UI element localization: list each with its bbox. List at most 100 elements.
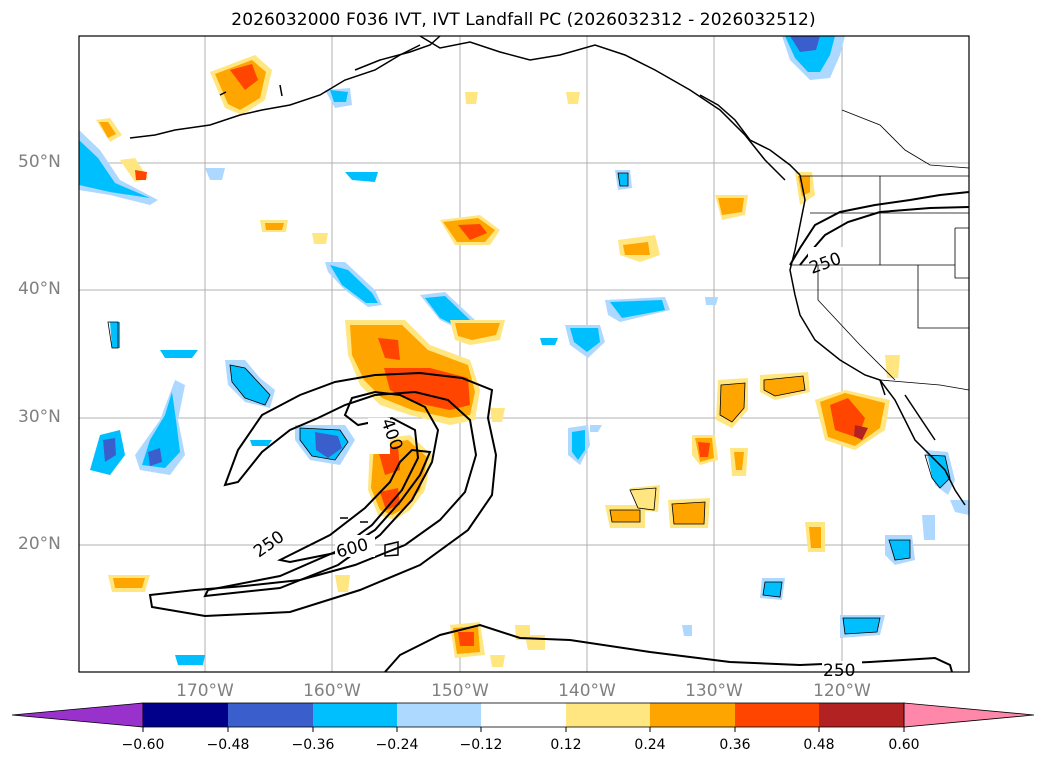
neg-blob: [345, 172, 378, 182]
map-frame: [78, 35, 970, 673]
political-borders: [790, 109, 970, 391]
colorbar-tick-label: 0.48: [803, 737, 835, 753]
pos-blob: [465, 92, 478, 104]
pos-blob: [455, 323, 500, 340]
colorbar-tick-label: 0.36: [719, 737, 751, 753]
pos-blob: [312, 233, 328, 244]
pos-blob: [809, 527, 821, 548]
neg-blob: [572, 430, 585, 460]
pos-blob: [718, 198, 744, 215]
neg-blob: [250, 440, 272, 446]
neg-blob: [230, 365, 270, 405]
pos-blob: [566, 92, 580, 104]
neg-blob: [570, 328, 600, 352]
neg-blob: [610, 300, 665, 318]
colorbar-swatch: [650, 703, 735, 727]
lon-label: 170°W: [176, 681, 234, 701]
neg-blob: [315, 432, 342, 458]
pos-blob: [335, 575, 350, 592]
pos-blob: [113, 578, 145, 588]
neg-blob: [148, 448, 162, 466]
canada-province-border: [841, 109, 970, 169]
colorbar-swatch: [566, 703, 650, 727]
colorbar: [11, 702, 1035, 732]
hawaii-island: [384, 541, 399, 557]
lon-label: 140°W: [558, 681, 616, 701]
pos-blob: [623, 242, 650, 255]
alaska-coast: [419, 35, 786, 181]
aleutian-islands: [129, 44, 421, 139]
colorbar-tick-label: −0.60: [121, 737, 165, 753]
map-background: [79, 36, 969, 672]
colorbar-extend-low: [11, 702, 144, 728]
lon-label: 130°W: [685, 681, 743, 701]
neg-blob: [889, 540, 910, 560]
island: [279, 84, 283, 97]
negative-anomaly-areas: [79, 36, 969, 665]
colorbar-swatch: [735, 703, 819, 727]
neg-blob: [843, 618, 880, 634]
colorbar-swatch: [819, 703, 904, 727]
pos-blob: [378, 338, 400, 360]
colorbar-tick-label: −0.36: [291, 737, 335, 753]
neg-blob: [682, 625, 692, 636]
contour-250-outer: [148, 371, 498, 618]
pos-blob: [135, 170, 147, 180]
neg-blob: [763, 582, 782, 597]
pos-blob: [885, 355, 900, 378]
colorbar-swatch: [397, 703, 481, 727]
pos-blob: [265, 223, 284, 230]
lat-label: 50°N: [18, 152, 61, 172]
neg-blob: [175, 655, 205, 665]
neg-blob: [705, 297, 718, 305]
pos-blob: [764, 376, 805, 396]
lon-label: 120°W: [813, 681, 871, 701]
neg-blob: [103, 438, 116, 462]
colorbar-swatch: [481, 703, 566, 727]
pos-blob: [610, 510, 640, 522]
neg-blob: [330, 265, 378, 303]
state-border-az: [917, 265, 969, 329]
pos-blob: [490, 655, 505, 667]
pos-blob: [720, 383, 745, 422]
contour-label: 250: [823, 661, 855, 681]
neg-blob: [618, 173, 628, 186]
neg-blob: [922, 515, 935, 540]
colorbar-tick-label: −0.24: [375, 737, 419, 753]
neg-blob: [110, 322, 120, 348]
neg-blob: [160, 350, 198, 358]
neg-blob: [790, 36, 820, 52]
colorbar-tick-label: −0.12: [459, 737, 503, 753]
west-coast-us: [789, 174, 886, 396]
colorbar-tick-label: 0.24: [634, 737, 666, 753]
contour-250-bottom: [384, 623, 953, 673]
pos-blob: [630, 485, 660, 512]
anomaly-outlines: [107, 172, 951, 635]
neg-blob: [540, 338, 558, 345]
lon-label: 150°W: [431, 681, 489, 701]
colorbar-swatch: [228, 703, 313, 727]
gulf-of-california: [904, 394, 936, 441]
state-border-ut: [954, 227, 969, 279]
pos-blob: [734, 452, 744, 470]
lon-label: 160°W: [303, 681, 361, 701]
neg-blob: [205, 168, 225, 180]
pos-blob: [99, 122, 116, 138]
colorbar-swatch: [313, 703, 397, 727]
pos-blob: [698, 442, 710, 457]
pos-blob: [672, 502, 705, 524]
neg-blob: [330, 90, 348, 102]
colorbar-tick-label: −0.48: [206, 737, 250, 753]
pos-blob: [490, 408, 505, 422]
colorbar-tick-label: 0.60: [888, 737, 920, 753]
pos-blob: [854, 425, 868, 440]
pos-blob: [458, 632, 474, 646]
us-mexico-border: [879, 379, 970, 391]
contour-250-coast: [789, 191, 970, 266]
pos-blob: [458, 224, 487, 240]
island: [219, 91, 227, 96]
bc-coast: [699, 94, 801, 176]
coastlines: [129, 35, 966, 557]
